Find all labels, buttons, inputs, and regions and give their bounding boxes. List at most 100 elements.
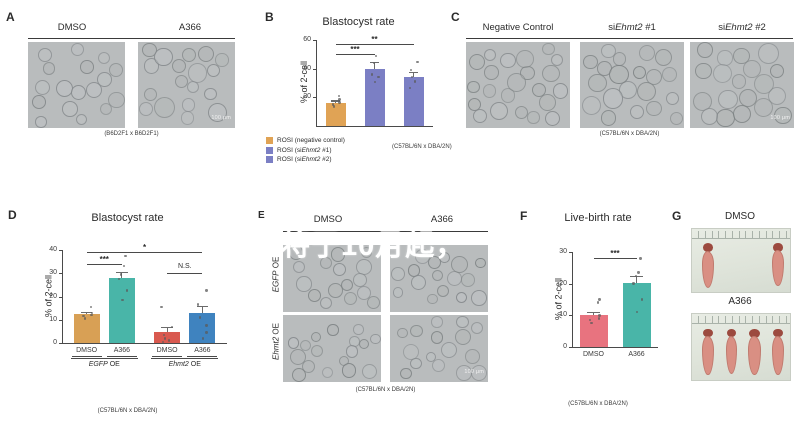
panel-f-y-axis-label: % of 2-cell bbox=[553, 277, 563, 320]
error-bar bbox=[373, 62, 376, 69]
data-point bbox=[332, 105, 336, 108]
panel-a-caption: (B6D2F1 x B6D2F1) bbox=[104, 131, 159, 137]
ruler-tick bbox=[745, 231, 747, 238]
significance-line bbox=[167, 273, 203, 275]
embryo bbox=[360, 247, 372, 259]
ruler-tick bbox=[725, 316, 726, 323]
embryo bbox=[341, 363, 357, 378]
data-point bbox=[588, 318, 592, 322]
panel-letter-b: B bbox=[265, 10, 274, 24]
y-tick-mark bbox=[313, 97, 316, 99]
data-point bbox=[413, 80, 417, 83]
panel-f-chart-title: Live-birth rate bbox=[564, 212, 632, 224]
panel-f-chart: Live-birth rate % of 2-cell 0 10 20 30 DMSO A… bbox=[528, 212, 668, 387]
data-point bbox=[167, 339, 171, 342]
embryo bbox=[62, 101, 78, 118]
embryo bbox=[588, 73, 607, 93]
panel-f-caption: (C57BL/6N x DBA/2N) bbox=[568, 401, 628, 407]
ruler-tick bbox=[779, 231, 780, 238]
embryo bbox=[55, 80, 73, 98]
embryo bbox=[34, 79, 50, 95]
data-point bbox=[82, 315, 85, 318]
panel-c-column-title-1: siEhmt2 #1 bbox=[608, 22, 656, 33]
panel-b-legend-label: ROSI (negative control) bbox=[277, 137, 345, 144]
ruler-tick bbox=[711, 316, 713, 323]
bar bbox=[579, 315, 608, 347]
panel-b-legend-label: ROSI (siEhmt2 #2) bbox=[277, 156, 332, 163]
embryo bbox=[300, 339, 312, 351]
embryo bbox=[80, 60, 94, 74]
embryo bbox=[70, 42, 85, 57]
embryo bbox=[143, 88, 157, 102]
significance-line bbox=[593, 258, 637, 260]
panel-a-micrograph-a366: 100 μm bbox=[138, 42, 235, 128]
embryo bbox=[215, 53, 229, 67]
embryo bbox=[356, 286, 371, 301]
embryo bbox=[661, 67, 677, 83]
embryo bbox=[467, 80, 480, 94]
fetus-head bbox=[726, 328, 737, 338]
legend-swatch bbox=[266, 137, 273, 144]
significance-line bbox=[86, 263, 122, 265]
fetus bbox=[772, 328, 784, 380]
embryo bbox=[397, 327, 408, 339]
y-tick-mark bbox=[569, 283, 572, 285]
data-point bbox=[117, 277, 121, 281]
data-point bbox=[337, 94, 341, 98]
x-tick-label: DMSO bbox=[156, 347, 178, 354]
panel-e-micrograph-ehmt2-dmso bbox=[283, 315, 381, 382]
embryo bbox=[583, 54, 599, 70]
panel-c-column-title-2: siEhmt2 #2 bbox=[718, 22, 766, 33]
embryo bbox=[319, 296, 333, 309]
panel-b-legend-item: ROSI (siEhmt2 #1) bbox=[266, 146, 386, 154]
ruler-tick bbox=[725, 231, 726, 238]
y-tick-mark bbox=[59, 319, 62, 321]
fetus bbox=[772, 243, 784, 291]
error-bar bbox=[334, 100, 337, 104]
y-tick-label: 40 bbox=[303, 64, 311, 72]
embryo bbox=[542, 42, 555, 56]
embryo bbox=[632, 65, 646, 79]
panel-a-micrograph-dmso bbox=[28, 42, 125, 128]
data-point bbox=[162, 333, 165, 337]
data-point bbox=[89, 305, 93, 309]
ruler-tick bbox=[738, 316, 740, 323]
fetus-body bbox=[725, 335, 737, 375]
panel-d-xlabel-underline bbox=[152, 356, 183, 357]
embryo bbox=[471, 290, 487, 306]
embryo bbox=[768, 86, 787, 105]
panel-b-legend-item: ROSI (siEhmt2 #2) bbox=[266, 156, 386, 163]
panel-e-scale-bar: 100 μm bbox=[464, 369, 484, 376]
data-point bbox=[372, 61, 376, 65]
error-bar-cap bbox=[331, 100, 340, 102]
embryo bbox=[76, 114, 88, 126]
data-point bbox=[637, 271, 640, 274]
error-bar-cap bbox=[587, 311, 600, 314]
embryo bbox=[731, 74, 746, 89]
panel-g-photo-dmso bbox=[691, 228, 791, 293]
y-tick-label: 60 bbox=[303, 36, 311, 43]
data-point bbox=[598, 314, 601, 317]
embryo bbox=[427, 293, 438, 305]
embryo bbox=[701, 107, 719, 125]
embryo bbox=[353, 324, 364, 335]
y-axis bbox=[62, 250, 64, 343]
panel-e-micrograph-egfp-dmso bbox=[283, 245, 381, 312]
panel-d-chart: Blastocyst rate % of 2-cell 0 10 20 30 40 DMS… bbox=[20, 212, 235, 387]
embryo bbox=[472, 108, 488, 124]
data-point bbox=[205, 289, 208, 292]
fetus-head bbox=[773, 243, 783, 252]
y-axis bbox=[572, 252, 574, 347]
embryo bbox=[108, 63, 123, 78]
data-point bbox=[598, 298, 601, 301]
embryo bbox=[71, 85, 87, 101]
data-point bbox=[331, 103, 335, 106]
embryo bbox=[328, 283, 343, 298]
data-point bbox=[416, 61, 419, 64]
embryo bbox=[646, 100, 663, 117]
fetus-head bbox=[773, 328, 783, 338]
panel-d-group-rule bbox=[70, 358, 138, 359]
embryo bbox=[345, 345, 359, 358]
bar bbox=[364, 68, 385, 126]
panel-letter-c: C bbox=[451, 10, 460, 24]
